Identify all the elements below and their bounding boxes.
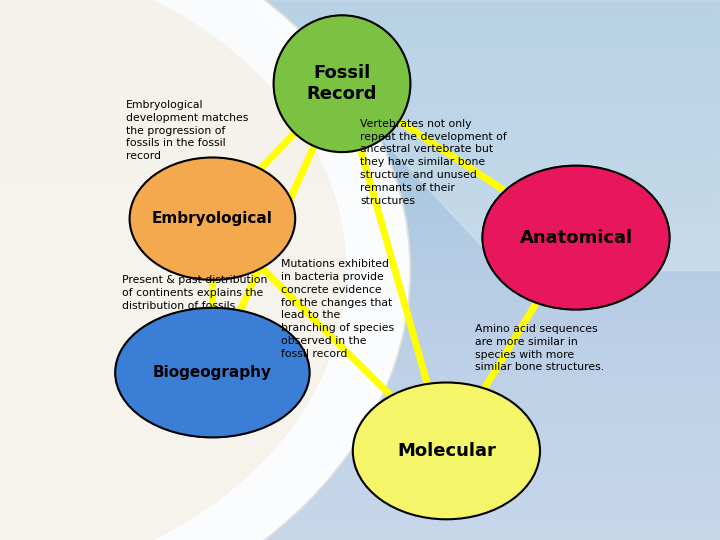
Ellipse shape [115,308,310,437]
Text: Vertebrates not only
repeat the development of
ancestral vertebrate but
they hav: Vertebrates not only repeat the developm… [360,119,507,206]
Text: Anatomical: Anatomical [519,228,633,247]
Ellipse shape [353,382,540,519]
Text: Biogeography: Biogeography [153,365,272,380]
Text: Fossil
Record: Fossil Record [307,64,377,103]
Circle shape [0,0,346,540]
Text: Amino acid sequences
are more similar in
species with more
similar bone structur: Amino acid sequences are more similar in… [475,324,604,373]
Ellipse shape [274,15,410,152]
Text: Embryological
development matches
the progression of
fossils in the fossil
recor: Embryological development matches the pr… [126,100,248,161]
Circle shape [0,0,410,540]
Ellipse shape [482,166,670,309]
Text: Embryological: Embryological [152,211,273,226]
Text: Mutations exhibited
in bacteria provide
concrete evidence
for the changes that
l: Mutations exhibited in bacteria provide … [281,259,394,359]
Text: Present & past distribution
of continents explains the
distribution of fossils: Present & past distribution of continent… [122,275,268,311]
Polygon shape [252,0,720,270]
Ellipse shape [130,158,295,280]
Text: Molecular: Molecular [397,442,496,460]
